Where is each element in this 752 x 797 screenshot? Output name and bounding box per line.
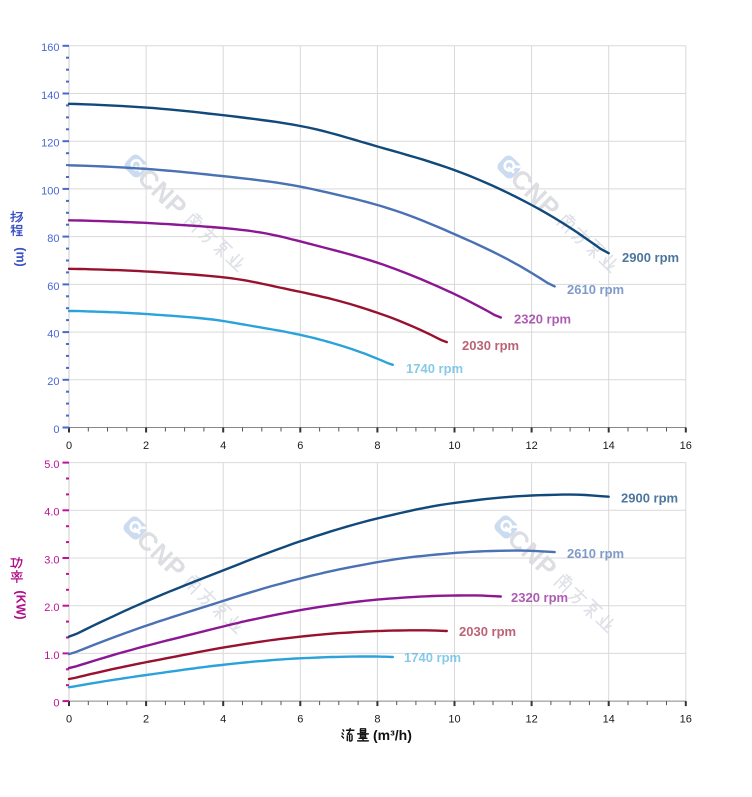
svg-text:(m³/h): (m³/h) [373,727,412,743]
svg-text:2: 2 [143,440,149,452]
svg-text:4: 4 [220,714,226,726]
svg-text:16: 16 [680,714,692,726]
svg-text:2320 rpm: 2320 rpm [514,312,571,327]
svg-text:140: 140 [41,90,59,102]
svg-text:8: 8 [374,440,380,452]
svg-text:(KW): (KW) [14,590,28,619]
svg-text:16: 16 [680,440,692,452]
svg-text:2610 rpm: 2610 rpm [567,282,624,297]
svg-text:14: 14 [603,440,615,452]
svg-text:0: 0 [66,714,72,726]
svg-text:2030 rpm: 2030 rpm [459,624,516,639]
svg-text:40: 40 [47,329,59,341]
svg-text:6: 6 [297,440,303,452]
svg-text:5.0: 5.0 [44,459,59,471]
svg-text:2900 rpm: 2900 rpm [621,491,678,506]
svg-text:80: 80 [47,233,59,245]
svg-text:0: 0 [53,424,59,436]
svg-text:4.0: 4.0 [44,507,59,519]
svg-text:(m): (m) [14,247,28,266]
svg-text:14: 14 [603,714,615,726]
svg-text:120: 120 [41,138,59,150]
svg-text:2.0: 2.0 [44,602,59,614]
svg-text:2: 2 [143,714,149,726]
svg-text:1740 rpm: 1740 rpm [404,650,461,665]
svg-text:0: 0 [66,440,72,452]
svg-text:60: 60 [47,281,59,293]
svg-text:10: 10 [448,714,460,726]
svg-text:10: 10 [448,440,460,452]
svg-text:20: 20 [47,376,59,388]
svg-text:2030 rpm: 2030 rpm [462,338,519,353]
svg-text:2320 rpm: 2320 rpm [511,590,568,605]
svg-text:12: 12 [525,440,537,452]
svg-text:2900 rpm: 2900 rpm [622,250,679,265]
svg-text:160: 160 [41,42,59,54]
svg-text:1740 rpm: 1740 rpm [406,361,463,376]
svg-text:12: 12 [525,714,537,726]
svg-text:2610 rpm: 2610 rpm [567,546,624,561]
svg-text:6: 6 [297,714,303,726]
svg-text:4: 4 [220,440,226,452]
svg-text:0: 0 [53,698,59,710]
svg-text:8: 8 [374,714,380,726]
svg-text:1.0: 1.0 [44,650,59,662]
svg-text:100: 100 [41,185,59,197]
svg-text:3.0: 3.0 [44,554,59,566]
